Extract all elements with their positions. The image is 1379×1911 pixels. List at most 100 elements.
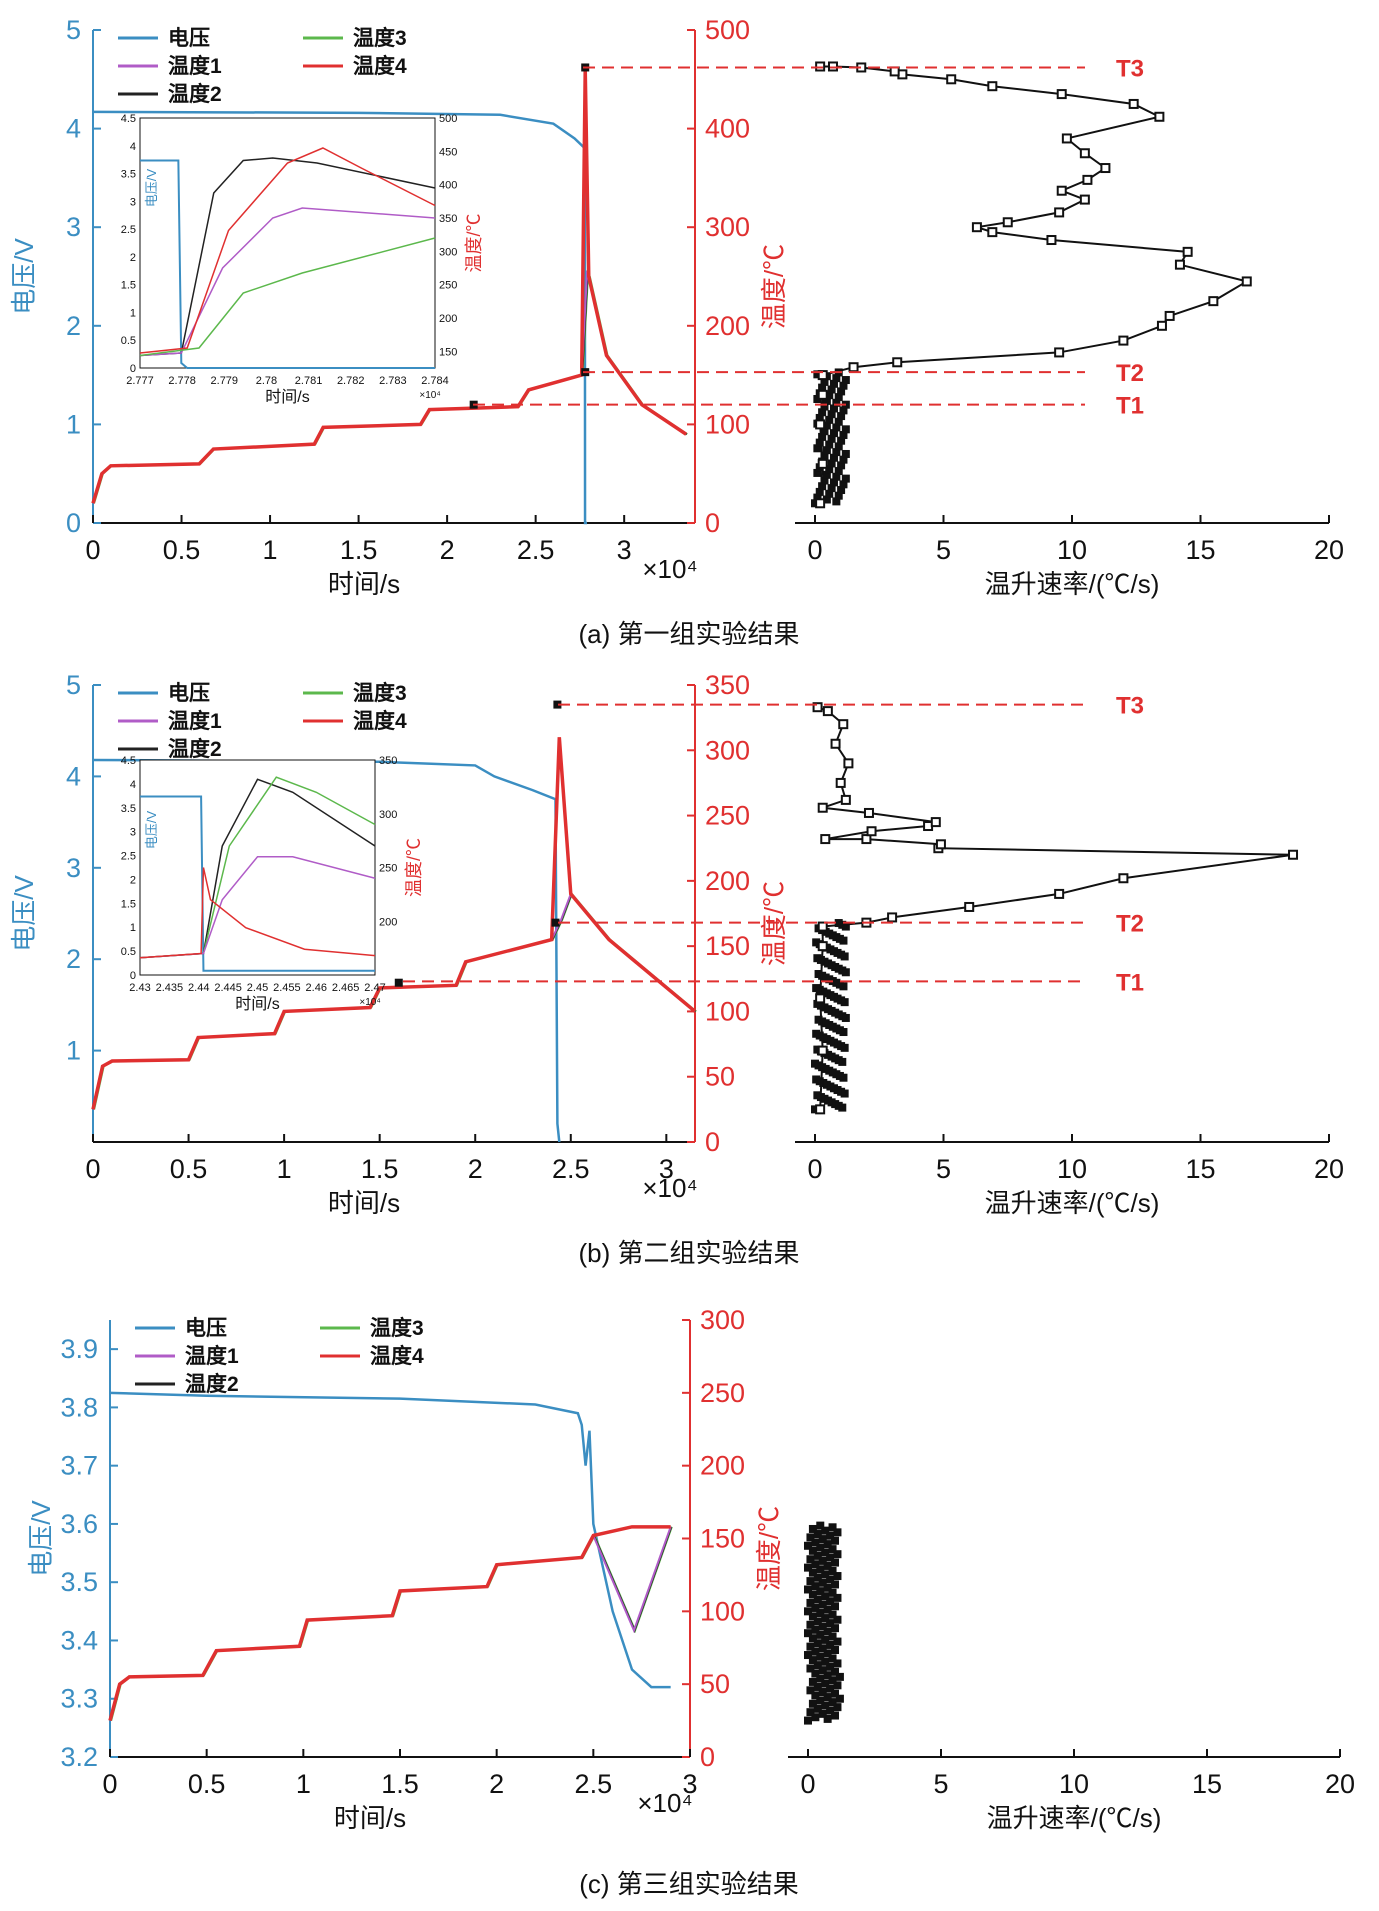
rate-point [816, 1630, 825, 1639]
rate-point [839, 381, 848, 390]
rate-point [813, 468, 822, 477]
left-axis-label: 电压/V [9, 875, 39, 952]
rate-point [1082, 174, 1093, 185]
right-tick-label: 150 [700, 1524, 745, 1554]
left-tick-label: 4 [66, 761, 81, 791]
inset-left-tick: 4.5 [121, 755, 136, 767]
rate-point [811, 1691, 820, 1700]
rate-point [1241, 276, 1252, 287]
rate-point [831, 1645, 840, 1654]
rate-point [820, 377, 829, 386]
rate-point [818, 1644, 827, 1653]
legend-label: 电压 [168, 682, 210, 705]
right-tick-label: 50 [700, 1669, 730, 1699]
inset-temp1-line [139, 207, 436, 357]
rate-x-tick-label: 20 [1314, 1154, 1344, 1184]
rate-x-tick-label: 5 [936, 535, 951, 565]
inset-chart: 0 0.5 1 1.5 2 2.5 3 3.5 4 4.5 150 200 250 300 350 400 45… [121, 113, 484, 406]
rate-point [833, 1659, 842, 1668]
rate-point [813, 1091, 822, 1100]
legend-label: 温度1 [168, 709, 222, 733]
right-tick-label: 250 [705, 801, 750, 831]
inset-temp4-line [139, 147, 436, 354]
rate-point [821, 1614, 830, 1623]
rate-point [831, 1711, 840, 1720]
rate-point [816, 1565, 825, 1574]
rate-point [823, 1693, 832, 1702]
inset-left-tick: 4 [130, 779, 136, 791]
rate-x-tick-label: 10 [1057, 535, 1087, 565]
rate-point [828, 1545, 837, 1554]
rate-point [806, 1533, 815, 1542]
rate-point [811, 1625, 820, 1634]
inset-left-label: 电压/V [144, 811, 159, 850]
rate-point [831, 1558, 840, 1567]
rate-point [823, 1540, 832, 1549]
x-multiplier: ×10⁴ [642, 1173, 697, 1203]
rate-point [820, 834, 831, 845]
rate-point [1156, 320, 1167, 331]
inset-x-tick: 2.784 [421, 375, 449, 387]
rate-point [825, 489, 834, 498]
rate-point [1056, 89, 1067, 100]
left-tick-label: 3.7 [60, 1451, 98, 1481]
inset-x-tick: 2.44 [188, 982, 209, 994]
rate-point [831, 1602, 840, 1611]
right-tick-label: 250 [700, 1378, 745, 1408]
rate-point [831, 1689, 840, 1698]
inset-left-tick: 0.5 [121, 946, 136, 958]
right-tick-label: 500 [705, 15, 750, 45]
inset-x-tick: 2.45 [247, 982, 268, 994]
inset-right-tick: 300 [379, 809, 397, 821]
right-tick-label: 100 [705, 996, 750, 1026]
rate-x-tick-label: 10 [1057, 1154, 1087, 1184]
rate-point [833, 1550, 842, 1559]
inset-voltage-line [140, 159, 435, 369]
point-marker [551, 918, 560, 927]
left-axis-label: 电压/V [9, 238, 39, 315]
rate-point [832, 472, 841, 481]
rate-point [827, 484, 836, 493]
rate-x-tick-label: 20 [1325, 1769, 1355, 1799]
rate-x-tick-label: 20 [1314, 535, 1344, 565]
legend-label: 电压 [185, 1317, 227, 1340]
rate-point [813, 1682, 822, 1691]
rate-point [829, 379, 838, 388]
rate-point [813, 999, 822, 1008]
right-tick-label: 100 [705, 409, 750, 439]
rate-point [811, 1582, 820, 1591]
left-tick-label: 5 [66, 15, 81, 45]
rate-point [804, 1651, 812, 1660]
left-tick-label: 3.3 [60, 1684, 98, 1714]
threshold-label: T2 [1116, 911, 1144, 938]
inset-right-label: 温度/℃ [464, 213, 484, 272]
rate-point [822, 706, 833, 717]
rate-point [821, 1592, 830, 1601]
rate-point [835, 1694, 844, 1703]
rate-x-label: 温升速率/(℃/s) [985, 1188, 1160, 1218]
right-axis-label: 温度/℃ [759, 244, 789, 329]
rate-point [825, 465, 834, 474]
left-tick-label: 3.8 [60, 1392, 98, 1422]
right-tick-label: 150 [705, 931, 750, 961]
x-tick-label: 0.5 [170, 1154, 208, 1184]
inset-left-tick: 4.5 [121, 113, 136, 125]
rate-point [808, 1656, 817, 1665]
rate-point [834, 442, 843, 451]
rate-point [821, 1526, 830, 1535]
rate-point [813, 1045, 822, 1054]
rate-point [812, 702, 823, 713]
rate-point [813, 394, 822, 403]
rate-point [833, 1681, 842, 1690]
x-axis-label: 时间/s [328, 569, 400, 599]
left-tick-label: 3.4 [60, 1625, 98, 1655]
rate-point [834, 393, 843, 402]
rate-point [830, 738, 841, 749]
inset-right-label: 温度/℃ [404, 838, 424, 897]
rate-point [828, 1632, 837, 1641]
inset-right-tick: 500 [439, 113, 457, 125]
x-tick-label: 0 [102, 1769, 117, 1799]
rate-point [804, 1716, 812, 1725]
rate-point [987, 227, 998, 238]
